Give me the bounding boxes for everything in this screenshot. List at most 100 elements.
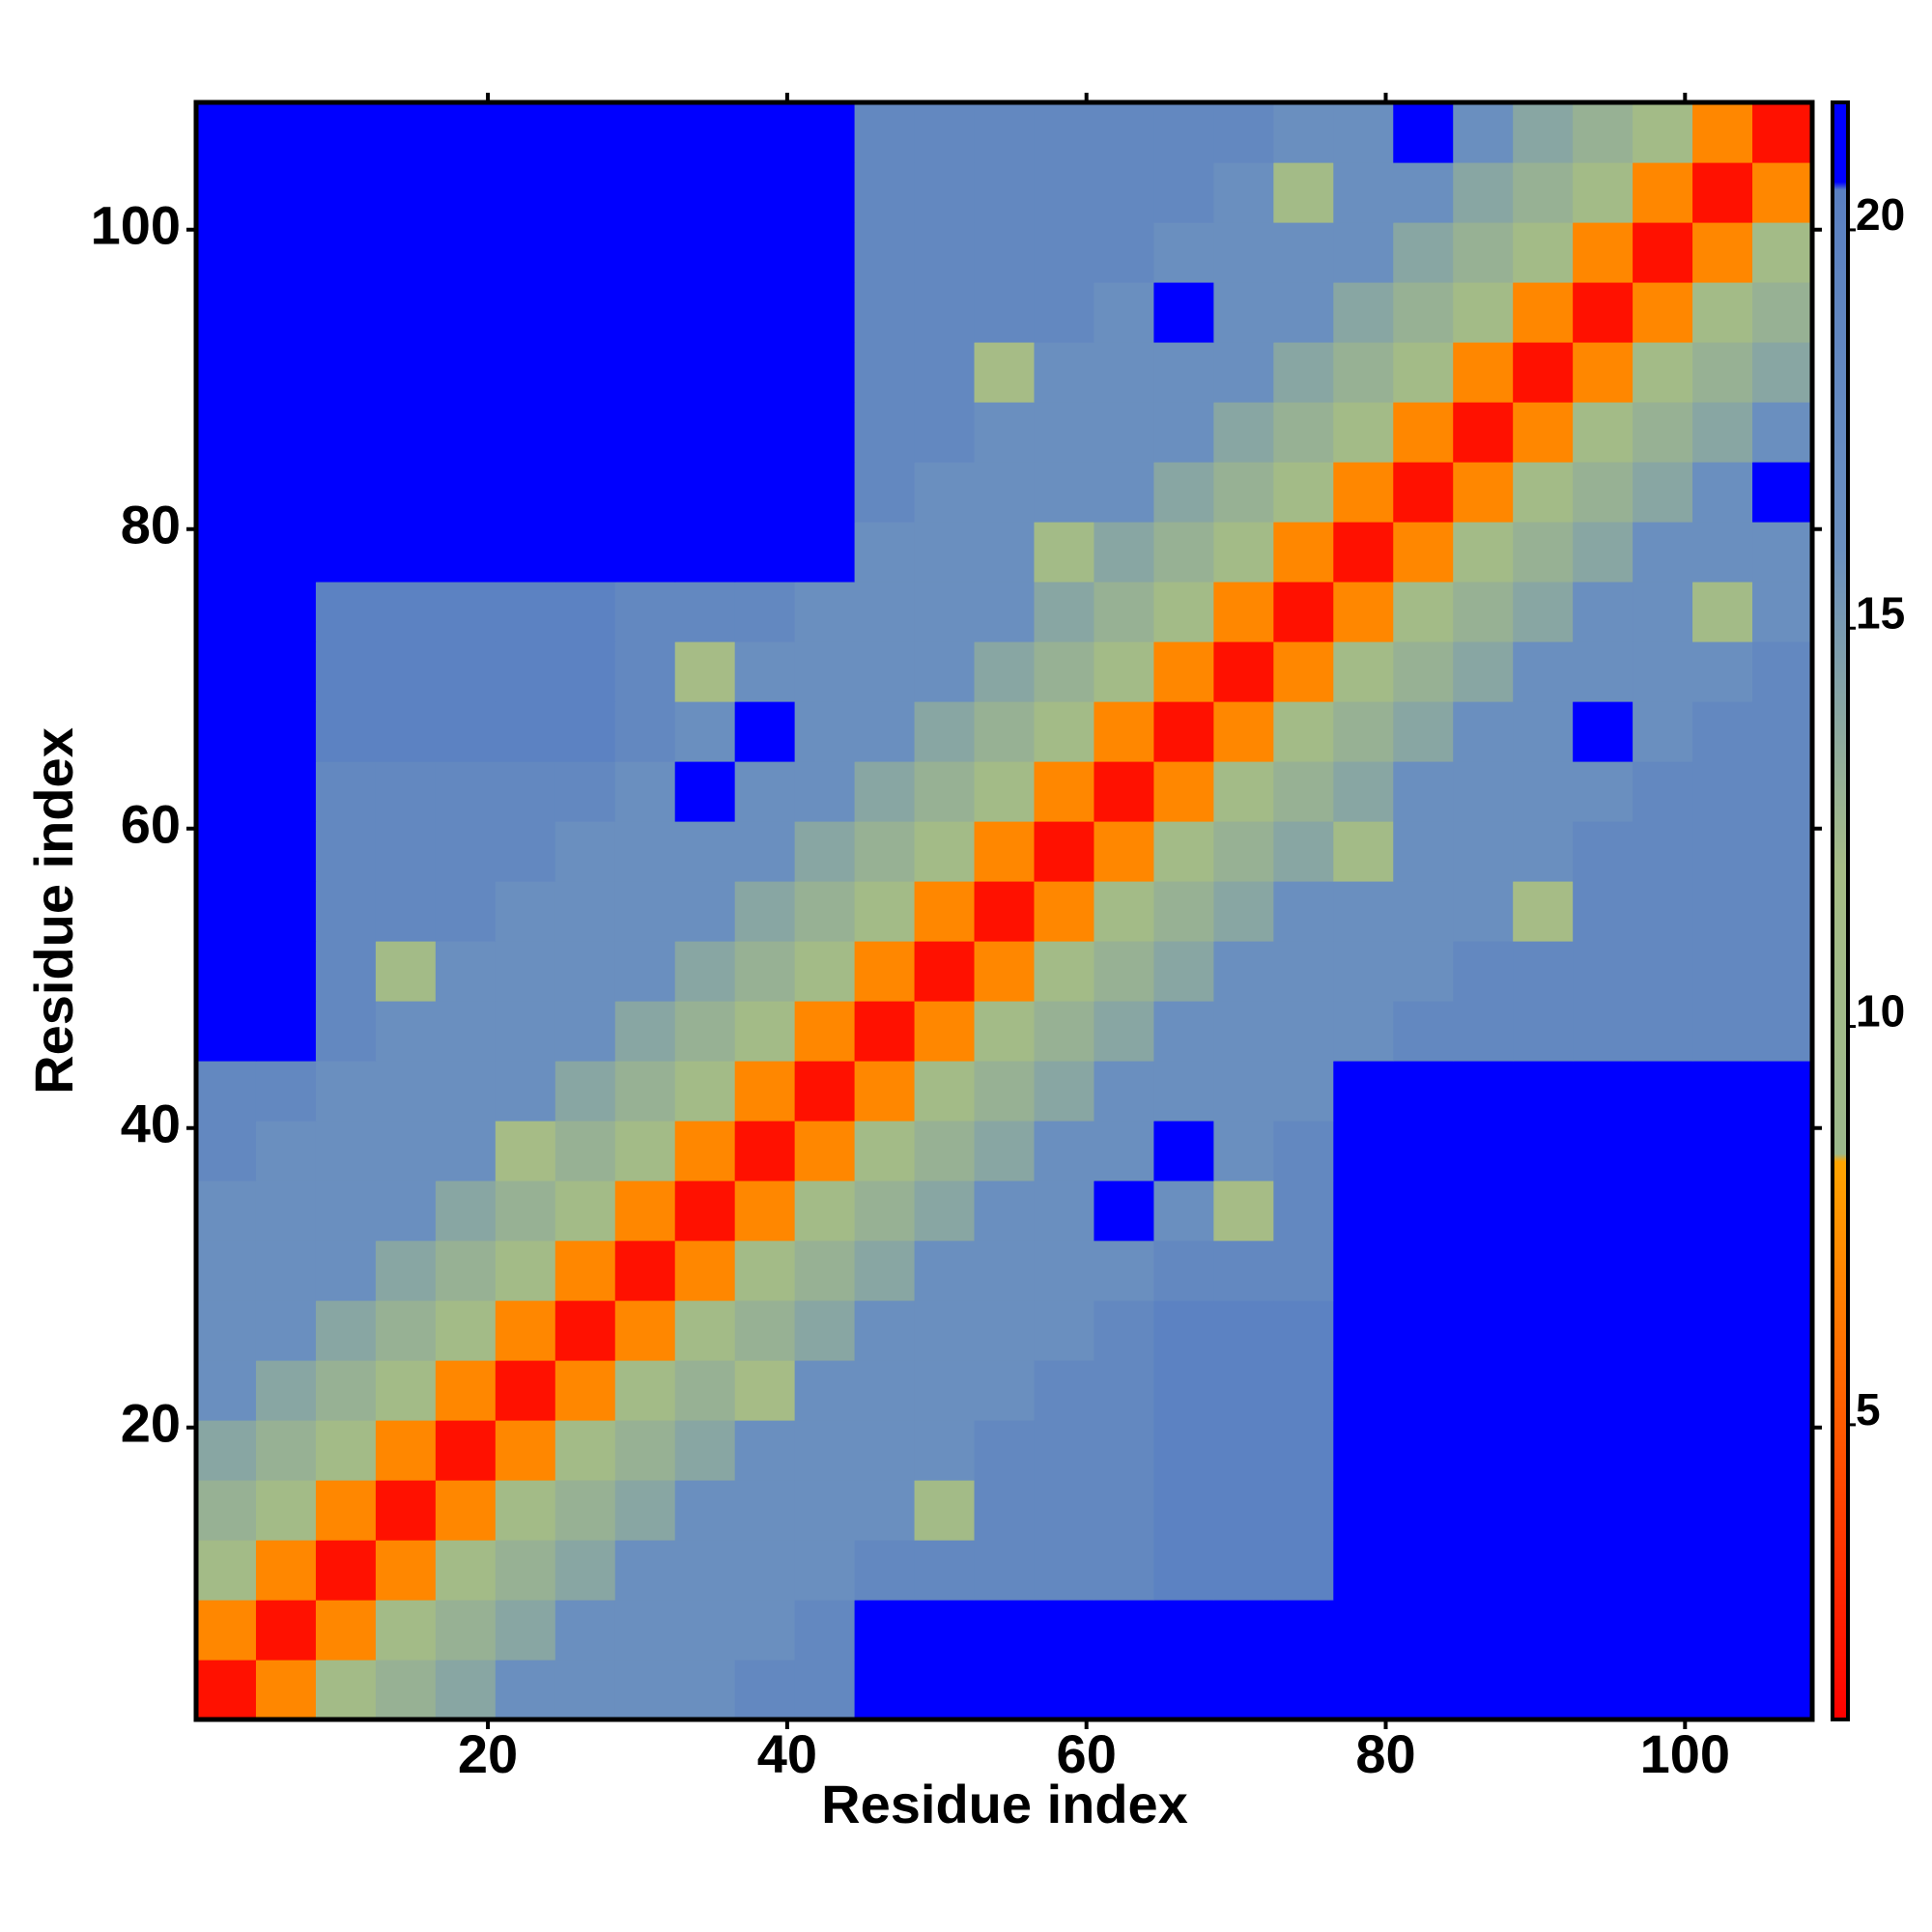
heatmap-cell [1692,582,1753,642]
heatmap-cell [1573,522,1634,582]
heatmap-cell [734,941,796,1002]
heatmap-cell [674,462,736,523]
heatmap-cell [674,222,736,283]
heatmap-cell [1094,1001,1155,1062]
heatmap-cell [1213,1240,1274,1301]
heatmap-cell [1153,1420,1214,1481]
heatmap-cell [1333,1480,1394,1541]
heatmap-cell [614,1600,676,1661]
heatmap-cell [674,821,736,882]
heatmap-cell [854,1001,916,1062]
heatmap-cell [674,1660,736,1720]
heatmap-cell [1513,881,1574,942]
heatmap-cell [614,641,676,702]
colorbar-tick-label: 20 [1856,189,1905,240]
heatmap-cell [1094,1240,1155,1301]
heatmap-cell [1752,881,1813,942]
heatmap-cell [914,222,976,283]
heatmap-cell [914,582,976,642]
x-tick-label: 80 [1355,1723,1415,1784]
heatmap-cell [1692,1600,1753,1661]
heatmap-cell [794,941,856,1002]
heatmap-cell [614,941,676,1002]
heatmap-cell [674,1480,736,1541]
heatmap-cell [1513,1001,1574,1062]
heatmap-cell [1513,761,1574,822]
heatmap-cell [375,342,437,403]
heatmap-cell [1752,761,1813,822]
heatmap-cell [854,1600,916,1661]
heatmap-cell [255,821,317,882]
heatmap-cell [854,1540,916,1601]
heatmap-cell [614,1300,676,1361]
colorbar-tick-label: 15 [1856,587,1905,638]
heatmap-cell [1453,1480,1514,1541]
heatmap-cell [614,342,676,403]
heatmap-cell [734,1240,796,1301]
heatmap-cell [1633,462,1693,523]
heatmap-cell [674,1180,736,1241]
heatmap-cell [1752,1121,1813,1181]
heatmap-cell [1692,1660,1753,1720]
heatmap-cell [1273,1360,1334,1421]
heatmap-cell [1213,701,1274,762]
heatmap-cell [435,102,497,163]
heatmap-cell [1034,1180,1095,1241]
heatmap-cell [196,462,257,523]
heatmap-cell [914,1121,976,1181]
heatmap-cell [1453,761,1514,822]
y-axis-label: Residue index [23,727,84,1094]
heatmap-cell [974,582,1036,642]
heatmap-cell [794,402,856,463]
heatmap-cell [1153,162,1214,223]
heatmap-cell [554,402,616,463]
heatmap-cell [1393,701,1454,762]
heatmap-cell [614,1420,676,1481]
y-tick-label: 40 [121,1094,181,1154]
heatmap-cell [1453,641,1514,702]
heatmap-cell [375,1300,437,1361]
heatmap-cell [1213,1600,1274,1661]
heatmap-cell [854,641,916,702]
heatmap-cell [1692,1480,1753,1541]
heatmap-cells [196,102,1813,1720]
heatmap-cell [375,941,437,1002]
heatmap-cell [1692,1061,1753,1122]
heatmap-cell [1393,1360,1454,1421]
heatmap-cell [315,761,377,822]
heatmap-cell [1094,582,1155,642]
heatmap-cell [1094,402,1155,463]
heatmap-cell [196,941,257,1002]
heatmap-cell [734,522,796,582]
heatmap-cell [1213,1420,1274,1481]
heatmap-cell [255,1300,317,1361]
heatmap-cell [974,342,1036,403]
heatmap-cell [1213,162,1274,223]
heatmap-cell [1333,701,1394,762]
heatmap-cell [1333,1660,1394,1720]
heatmap-cell [794,282,856,343]
heatmap-cell [1752,462,1813,523]
heatmap-cell [1513,462,1574,523]
heatmap-cell [255,701,317,762]
heatmap-cell [1153,582,1214,642]
heatmap-cell [435,162,497,223]
heatmap-cell [315,462,377,523]
heatmap-cell [1692,881,1753,942]
heatmap-cell [255,1240,317,1301]
heatmap-cell [1453,1600,1514,1661]
heatmap-cell [1692,1001,1753,1062]
heatmap-cell [495,1061,556,1122]
heatmap-cell [854,402,916,463]
y-tick-label: 100 [91,195,181,256]
heatmap-cell [674,1240,736,1301]
heatmap-cell [315,402,377,463]
heatmap-cell [1573,162,1634,223]
heatmap-cell [1513,342,1574,403]
heatmap-cell [1453,1061,1514,1122]
heatmap-cell [1213,522,1274,582]
heatmap-cell [554,881,616,942]
heatmap-cell [1513,1121,1574,1181]
heatmap-cell [1633,761,1693,822]
heatmap-cell [854,1480,916,1541]
